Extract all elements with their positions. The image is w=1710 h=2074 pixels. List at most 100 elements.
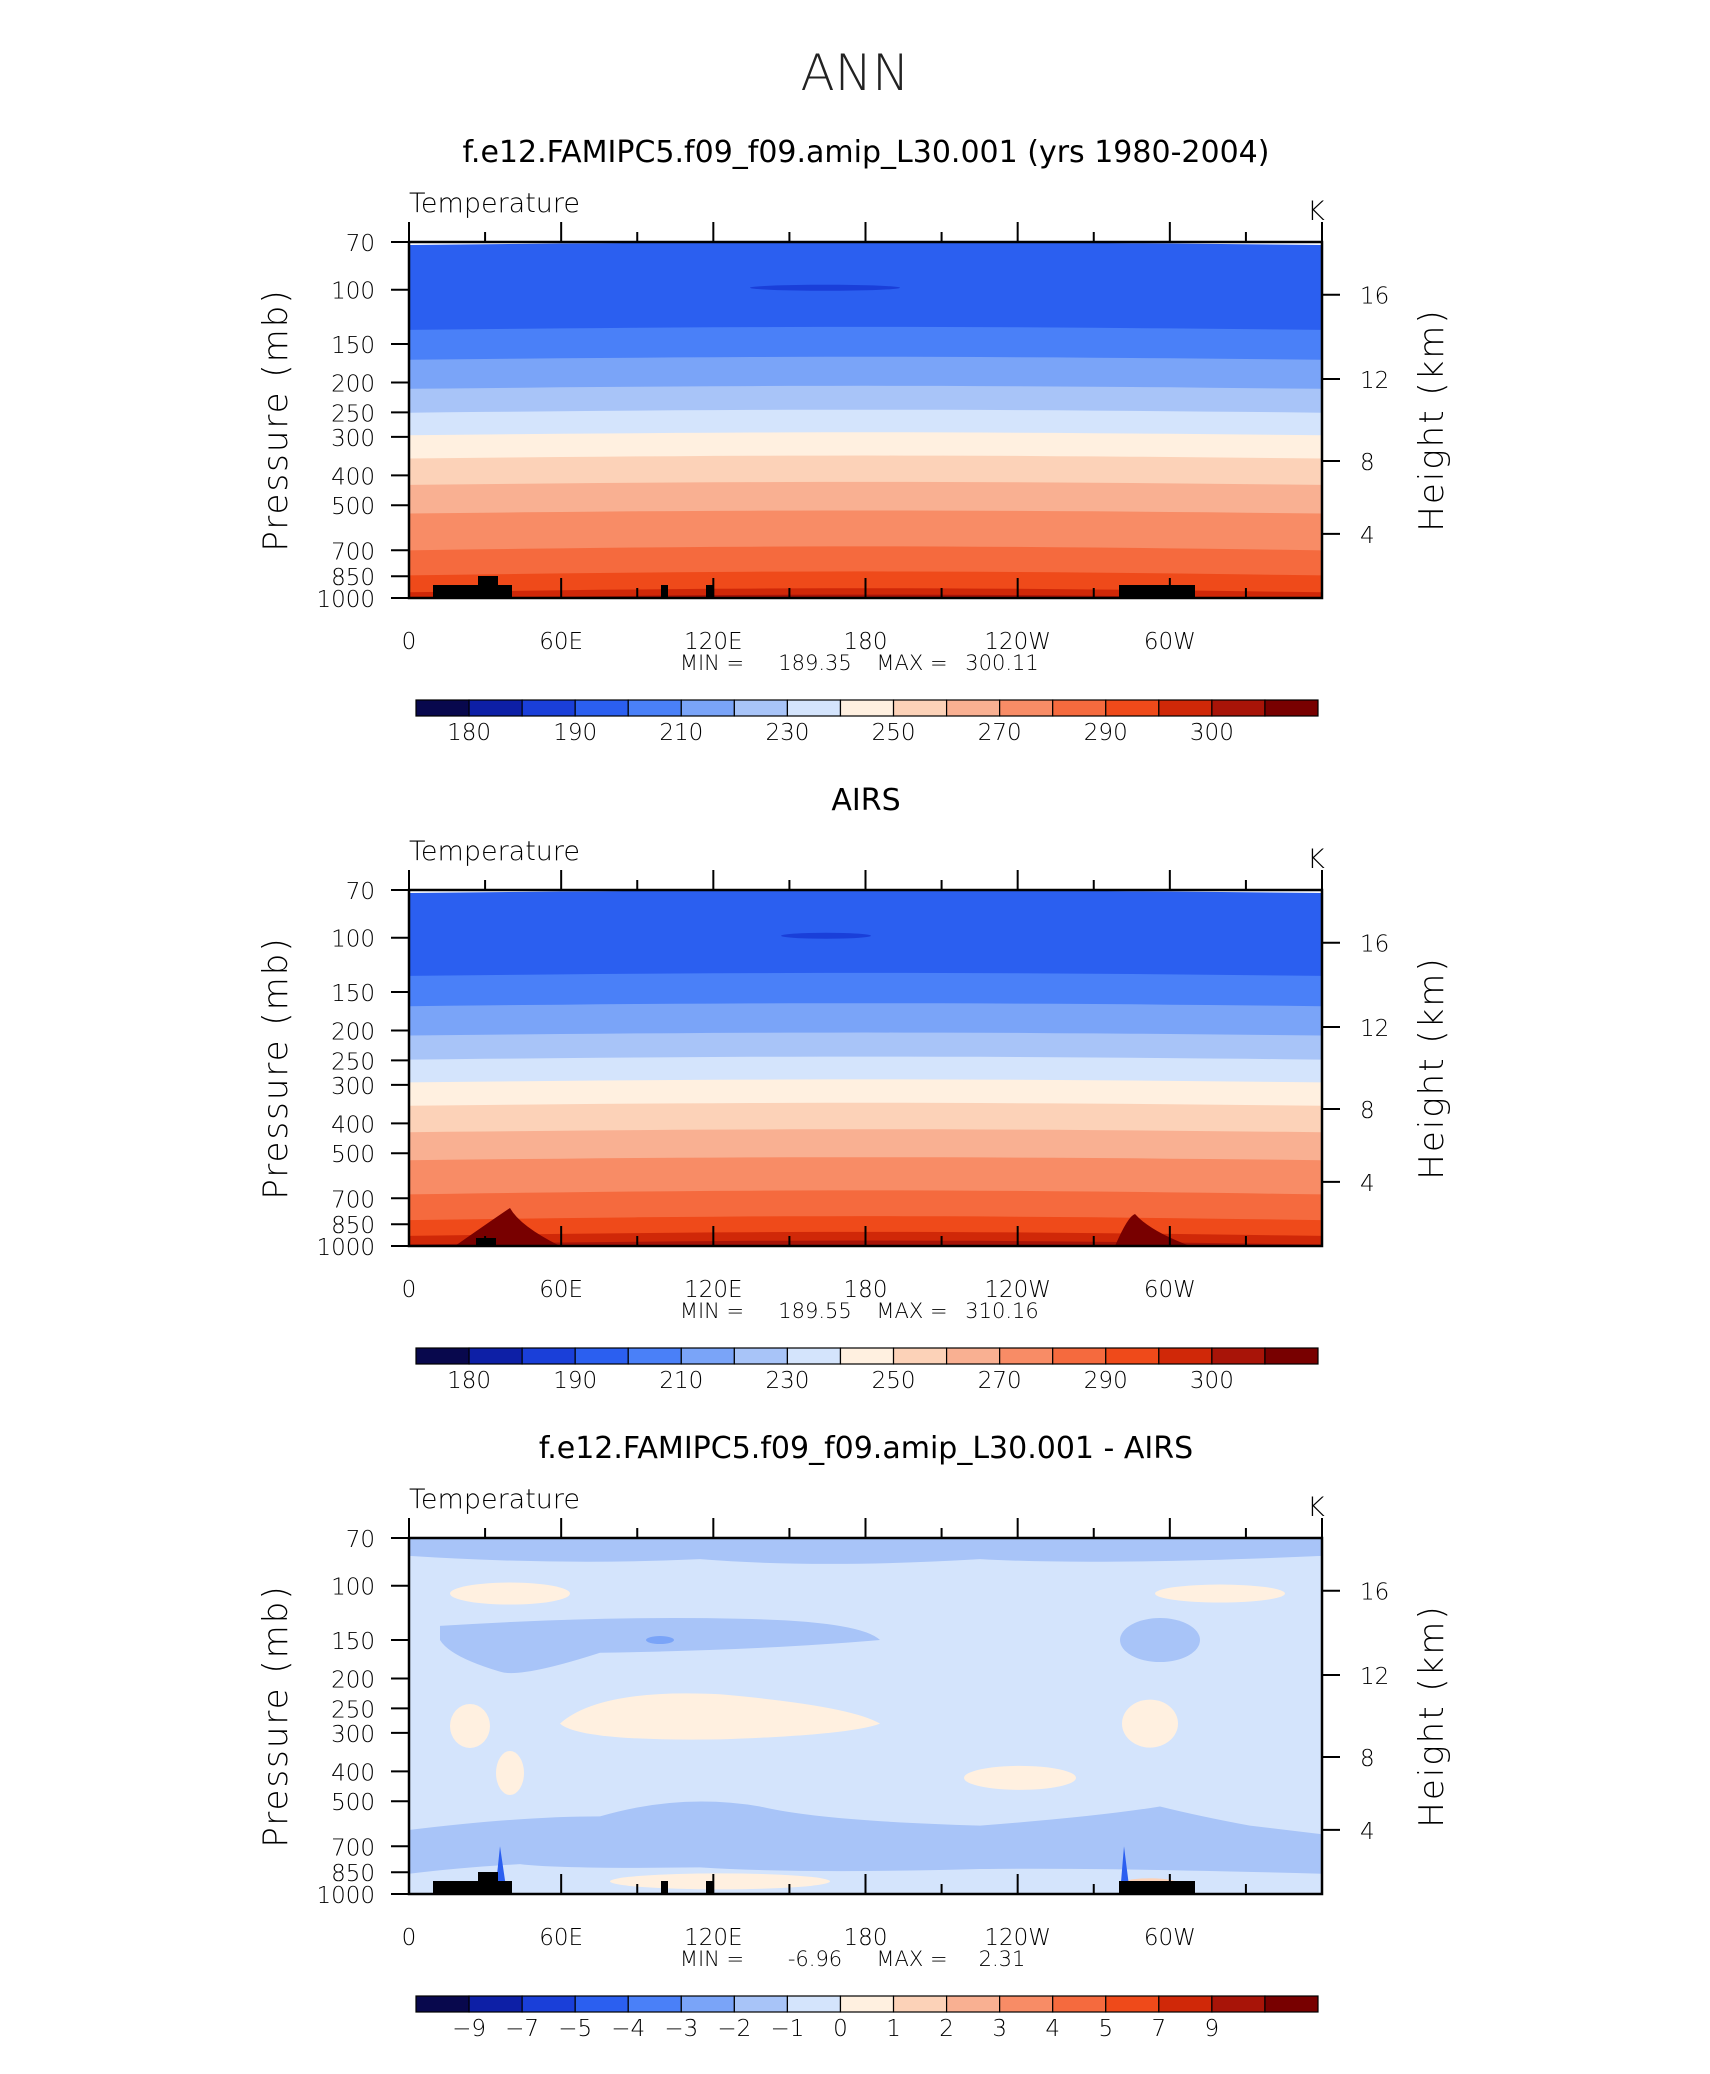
colorbar-swatch bbox=[786, 699, 842, 717]
y2-axis-label: Height (km) bbox=[1412, 308, 1452, 531]
stat-max-label: MAX = bbox=[876, 1947, 947, 1971]
stat-min-value: -6.96 bbox=[788, 1947, 842, 1971]
temperature-band bbox=[409, 432, 1322, 462]
colorbar-label: 270 bbox=[978, 1368, 1022, 1394]
colorbar-swatch bbox=[733, 1995, 789, 2013]
colorbar-swatch bbox=[733, 699, 789, 717]
y-tick-label: 250 bbox=[331, 1697, 375, 1723]
y-tick-label: 850 bbox=[331, 1213, 375, 1239]
topography-mask bbox=[1119, 585, 1195, 598]
panel-units-label: K bbox=[1307, 1492, 1325, 1523]
colorbar-swatch bbox=[574, 1995, 629, 2013]
colorbar-swatch bbox=[892, 699, 948, 717]
colorbar-label: 210 bbox=[659, 1368, 703, 1394]
colorbar-label: −3 bbox=[664, 2016, 698, 2042]
colorbar-swatch bbox=[521, 1347, 576, 1365]
colorbar-label: 0 bbox=[833, 2016, 848, 2042]
y-tick-label: 100 bbox=[331, 927, 375, 953]
y-tick-label: 200 bbox=[331, 1668, 375, 1694]
cold-core-contour bbox=[781, 932, 871, 939]
y-tick-label: 300 bbox=[331, 1722, 375, 1748]
colorbar-label: 290 bbox=[1084, 720, 1128, 746]
temperature-band bbox=[409, 510, 1322, 553]
colorbar-swatch bbox=[627, 699, 682, 717]
temperature-band bbox=[409, 1032, 1322, 1063]
y-tick-label: 250 bbox=[331, 1049, 375, 1075]
y2-axis-label: Height (km) bbox=[1412, 1604, 1452, 1827]
topography-mask bbox=[706, 1881, 714, 1894]
y-tick-label: 700 bbox=[331, 1835, 375, 1861]
x-tick-label: 0 bbox=[402, 1277, 417, 1303]
colorbar-label: 190 bbox=[553, 720, 597, 746]
colorbar-label: 230 bbox=[765, 720, 809, 746]
x-tick-label: 0 bbox=[402, 629, 417, 655]
colorbar-swatch bbox=[945, 1347, 1001, 1365]
x-tick-label: 60W bbox=[1144, 1925, 1196, 1951]
colorbar-swatch bbox=[839, 1995, 895, 2013]
x-tick-label: 120E bbox=[684, 1277, 742, 1303]
x-tick-label: 180 bbox=[844, 1277, 888, 1303]
colorbar-swatch bbox=[733, 1347, 789, 1365]
chart-panel-1: f.e12.FAMIPC5.f09_f09.amip_L30.001 (yrs … bbox=[256, 135, 1452, 746]
y-tick-label: 1000 bbox=[316, 1883, 375, 1909]
temperature-band bbox=[409, 1190, 1322, 1223]
temperature-band bbox=[409, 385, 1322, 416]
y-tick-label: 300 bbox=[331, 426, 375, 452]
colorbar-label: 5 bbox=[1098, 2016, 1113, 2042]
colorbar-swatch bbox=[1105, 1995, 1160, 2013]
y2-tick-label: 4 bbox=[1360, 1819, 1375, 1845]
topography-mask bbox=[1119, 1881, 1195, 1894]
colorbar-swatch bbox=[892, 1347, 948, 1365]
x-tick-label: 60W bbox=[1144, 629, 1196, 655]
y-tick-label: 70 bbox=[346, 1527, 375, 1553]
colorbar-swatch bbox=[680, 1347, 735, 1365]
colorbar-label: 7 bbox=[1152, 2016, 1167, 2042]
colorbar-swatch bbox=[415, 1347, 470, 1365]
colorbar-label: 250 bbox=[872, 1368, 916, 1394]
colorbar-swatch bbox=[680, 699, 735, 717]
y-tick-label: 200 bbox=[331, 1020, 375, 1046]
topography-mask bbox=[661, 585, 668, 598]
y-tick-label: 200 bbox=[331, 372, 375, 398]
y-tick-label: 150 bbox=[331, 1629, 375, 1655]
x-tick-label: 60W bbox=[1144, 1277, 1196, 1303]
negative-contour bbox=[409, 1538, 1322, 1564]
panel-units-label: K bbox=[1307, 844, 1325, 875]
y2-tick-label: 8 bbox=[1360, 1746, 1375, 1772]
stat-max-label: MAX = bbox=[876, 1299, 947, 1323]
x-tick-label: 120E bbox=[684, 629, 742, 655]
temperature-band bbox=[409, 326, 1322, 363]
stat-max-label: MAX = bbox=[876, 651, 947, 675]
panel-variable-label: Temperature bbox=[409, 188, 580, 219]
colorbar-label: 180 bbox=[447, 720, 491, 746]
x-tick-label: 60E bbox=[539, 1277, 583, 1303]
negative-contour bbox=[1120, 1618, 1200, 1663]
colorbar-swatch bbox=[680, 1995, 735, 2013]
x-tick-label: 120W bbox=[984, 629, 1051, 655]
colorbar-swatch bbox=[574, 699, 629, 717]
positive-contour bbox=[1155, 1584, 1285, 1603]
colorbar-label: 300 bbox=[1190, 1368, 1234, 1394]
y-axis-label: Pressure (mb) bbox=[256, 1584, 296, 1847]
stat-min-label: MIN = bbox=[680, 1947, 744, 1971]
colorbar-swatch bbox=[839, 1347, 895, 1365]
y-tick-label: 100 bbox=[331, 1575, 375, 1601]
colorbar-swatch bbox=[468, 699, 523, 717]
temperature-band bbox=[409, 1056, 1322, 1086]
colorbar-swatch bbox=[1105, 1347, 1160, 1365]
colorbar-swatch bbox=[1052, 1995, 1107, 2013]
colorbar-swatch bbox=[1105, 699, 1160, 717]
y-tick-label: 850 bbox=[331, 565, 375, 591]
colorbar-swatch bbox=[1264, 699, 1319, 717]
y2-tick-label: 12 bbox=[1360, 368, 1389, 394]
colorbar-swatch bbox=[945, 699, 1001, 717]
x-tick-label: 180 bbox=[844, 1925, 888, 1951]
y-tick-label: 400 bbox=[331, 1760, 375, 1786]
chart-panel-3: f.e12.FAMIPC5.f09_f09.amip_L30.001 - AIR… bbox=[256, 1431, 1452, 2042]
positive-contour bbox=[1122, 1699, 1178, 1748]
y-tick-label: 150 bbox=[331, 981, 375, 1007]
y-tick-label: 500 bbox=[331, 1790, 375, 1816]
x-tick-label: 120W bbox=[984, 1925, 1051, 1951]
colorbar-label: 4 bbox=[1045, 2016, 1060, 2042]
colorbar-swatch bbox=[1158, 699, 1213, 717]
